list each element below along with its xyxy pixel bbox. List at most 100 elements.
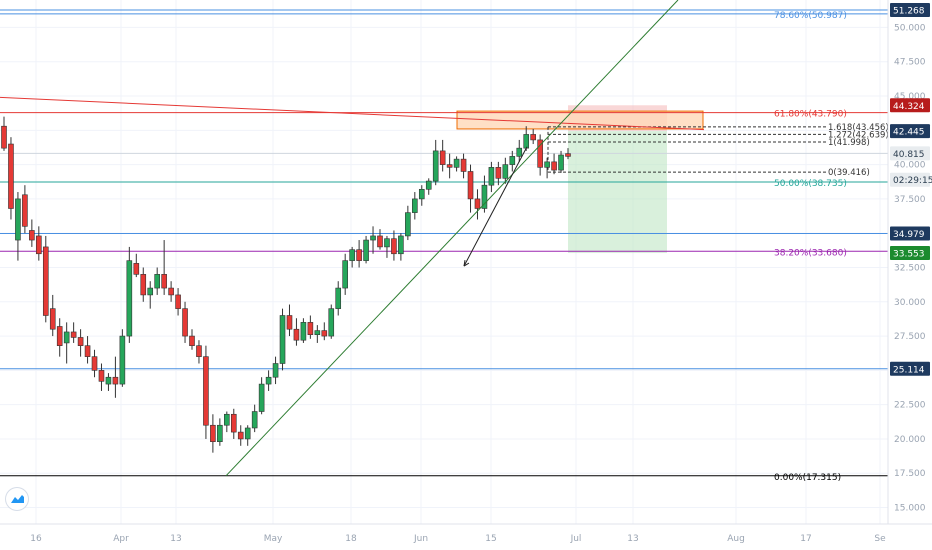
candle[interactable] <box>251 404 258 433</box>
candle[interactable] <box>565 148 571 160</box>
candle[interactable] <box>15 192 21 261</box>
candle[interactable] <box>22 185 28 234</box>
candle[interactable] <box>244 425 251 446</box>
price-badge-label: 25.114 <box>893 365 925 375</box>
candle[interactable] <box>530 128 536 145</box>
candle[interactable] <box>286 304 293 337</box>
candle[interactable] <box>453 156 460 172</box>
candle[interactable] <box>293 318 300 346</box>
candle[interactable] <box>42 235 49 323</box>
candle[interactable] <box>91 349 98 378</box>
drawings[interactable] <box>0 0 705 477</box>
candle[interactable] <box>425 178 432 195</box>
price-badge[interactable]: 40.815 <box>890 146 930 161</box>
candle[interactable] <box>544 157 550 179</box>
candle[interactable] <box>63 322 70 364</box>
candle[interactable] <box>119 329 126 387</box>
take-profit-zone[interactable] <box>568 131 667 254</box>
candle[interactable] <box>328 304 335 339</box>
candle[interactable] <box>258 377 265 415</box>
candle[interactable] <box>481 175 488 213</box>
price-badge[interactable]: 25.114 <box>890 361 930 376</box>
price-badge[interactable]: 34.979 <box>890 226 930 241</box>
candle[interactable] <box>196 340 202 364</box>
green-trendline[interactable] <box>225 0 679 477</box>
candle[interactable] <box>154 267 160 295</box>
candle[interactable] <box>224 411 230 433</box>
candle[interactable] <box>49 294 56 337</box>
candle[interactable] <box>300 318 307 343</box>
candle[interactable] <box>488 161 495 193</box>
candle[interactable] <box>412 192 418 220</box>
candle[interactable] <box>140 267 147 302</box>
candle[interactable] <box>377 229 383 250</box>
red-trendline[interactable] <box>0 96 705 131</box>
candle[interactable] <box>384 235 390 258</box>
candle[interactable] <box>363 235 369 264</box>
candle[interactable] <box>474 189 481 220</box>
candle[interactable] <box>230 408 237 439</box>
tradingview-logo-icon[interactable] <box>6 488 28 510</box>
candle[interactable] <box>70 322 77 343</box>
candle[interactable] <box>460 153 467 179</box>
candle[interactable] <box>29 219 35 247</box>
candle[interactable] <box>217 418 223 446</box>
candle[interactable] <box>203 345 209 439</box>
candle[interactable] <box>391 230 397 261</box>
candle[interactable] <box>112 356 119 398</box>
candle[interactable] <box>105 373 112 391</box>
candle[interactable] <box>210 414 216 453</box>
candles[interactable] <box>1 116 571 453</box>
candle[interactable] <box>161 240 167 295</box>
candle[interactable] <box>1 116 7 151</box>
price-badge[interactable]: 51.268 <box>890 3 930 18</box>
candle[interactable] <box>314 325 321 343</box>
candle[interactable] <box>126 246 133 343</box>
candle[interactable] <box>279 308 286 371</box>
price-badge[interactable]: 42.445 <box>890 124 930 139</box>
candle[interactable] <box>398 233 404 261</box>
resistance-box[interactable] <box>456 110 704 130</box>
candle[interactable] <box>356 240 362 268</box>
candle[interactable] <box>439 139 446 172</box>
candle[interactable] <box>98 363 105 391</box>
candle[interactable] <box>321 322 328 341</box>
projection-arrow-line[interactable] <box>463 146 528 267</box>
candle[interactable] <box>558 150 564 173</box>
candle[interactable] <box>370 226 376 254</box>
candle[interactable] <box>446 153 453 179</box>
candle[interactable] <box>56 318 63 357</box>
candle[interactable] <box>516 139 523 162</box>
candle[interactable] <box>432 139 439 186</box>
candle[interactable] <box>342 253 348 295</box>
candle[interactable] <box>77 329 84 357</box>
price-badge[interactable]: 44.324 <box>890 98 930 113</box>
candle[interactable] <box>307 315 314 339</box>
candle[interactable] <box>237 425 244 446</box>
candle[interactable] <box>502 157 509 184</box>
candle[interactable] <box>272 356 279 385</box>
price-badge[interactable]: 02:29:15 <box>890 172 932 187</box>
candle[interactable] <box>551 153 557 175</box>
candle[interactable] <box>182 301 188 343</box>
candle[interactable] <box>168 281 174 302</box>
candle[interactable] <box>405 205 411 241</box>
candle[interactable] <box>509 150 516 172</box>
candle[interactable] <box>495 161 502 186</box>
price-badge[interactable]: 33.553 <box>890 246 930 261</box>
candle[interactable] <box>36 226 42 261</box>
candle[interactable] <box>467 164 474 213</box>
candle[interactable] <box>8 137 14 220</box>
candle[interactable] <box>265 370 272 391</box>
candle[interactable] <box>418 185 425 206</box>
candle[interactable] <box>175 288 181 316</box>
candle[interactable] <box>84 336 91 364</box>
candle[interactable] <box>335 281 342 316</box>
candle[interactable] <box>349 246 355 268</box>
candle[interactable] <box>133 253 140 278</box>
candle[interactable] <box>189 329 195 350</box>
candle[interactable] <box>537 134 543 176</box>
candle[interactable] <box>147 281 154 309</box>
